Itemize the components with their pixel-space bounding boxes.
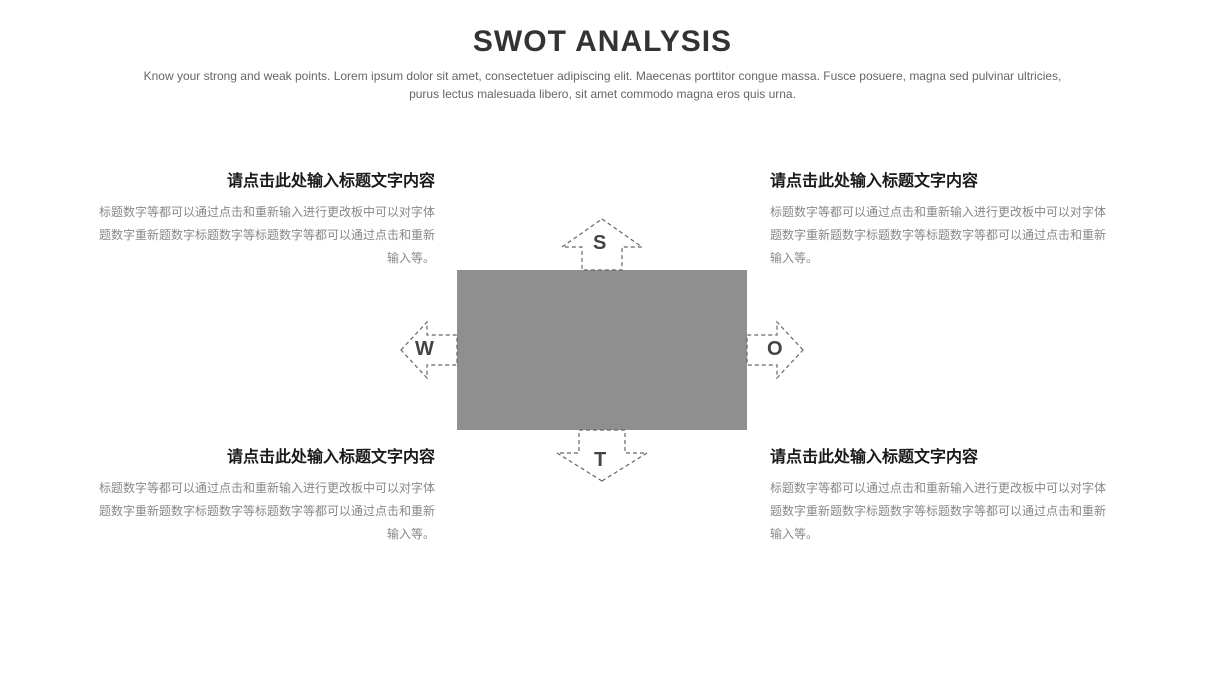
center-image-placeholder [457,270,747,430]
page-subtitle: Know your strong and weak points. Lorem … [143,67,1063,103]
quadrant-body: 标题数字等都可以通过点击和重新输入进行更改板中可以对字体题数字重新题数字标题数字… [770,477,1110,545]
quadrant-heading: 请点击此处输入标题文字内容 [770,167,1110,191]
quadrant-heading: 请点击此处输入标题文字内容 [95,167,435,191]
quadrant-opportunities: 请点击此处输入标题文字内容 标题数字等都可以通过点击和重新输入进行更改板中可以对… [770,167,1110,269]
quadrant-threats: 请点击此处输入标题文字内容 标题数字等都可以通过点击和重新输入进行更改板中可以对… [770,443,1110,545]
page-title: SWOT ANALYSIS [0,25,1205,59]
quadrant-heading: 请点击此处输入标题文字内容 [770,443,1110,467]
quadrant-body: 标题数字等都可以通过点击和重新输入进行更改板中可以对字体题数字重新题数字标题数字… [95,477,435,545]
label-t: T [594,449,606,472]
label-o: O [767,338,783,361]
quadrant-weaknesses: 请点击此处输入标题文字内容 标题数字等都可以通过点击和重新输入进行更改板中可以对… [95,443,435,545]
header: SWOT ANALYSIS Know your strong and weak … [0,0,1205,103]
quadrant-body: 标题数字等都可以通过点击和重新输入进行更改板中可以对字体题数字重新题数字标题数字… [95,201,435,269]
quadrant-strengths: 请点击此处输入标题文字内容 标题数字等都可以通过点击和重新输入进行更改板中可以对… [95,167,435,269]
quadrant-body: 标题数字等都可以通过点击和重新输入进行更改板中可以对字体题数字重新题数字标题数字… [770,201,1110,269]
swot-diagram: 请点击此处输入标题文字内容 标题数字等都可以通过点击和重新输入进行更改板中可以对… [0,155,1205,575]
label-w: W [415,338,434,361]
quadrant-heading: 请点击此处输入标题文字内容 [95,443,435,467]
label-s: S [593,232,606,255]
